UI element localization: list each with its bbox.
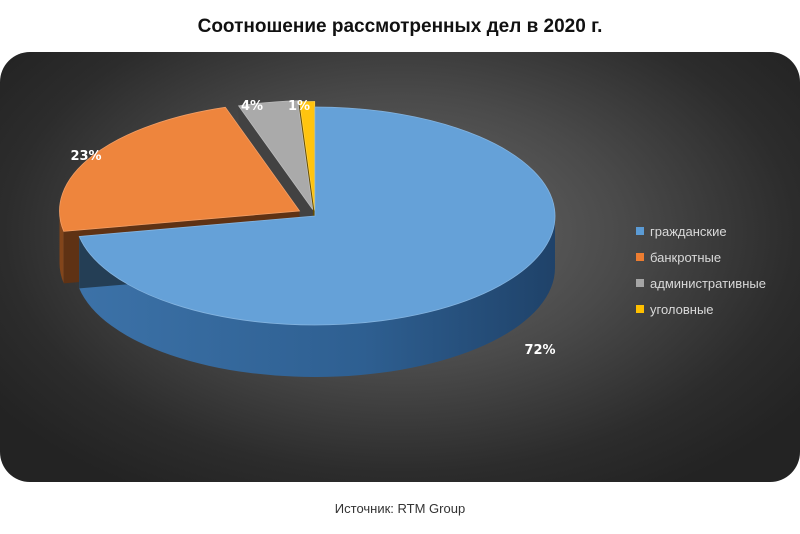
legend-swatch: [636, 305, 644, 313]
pie-slice-top: [299, 101, 316, 211]
pie-slice-top: [78, 106, 556, 326]
data-label-банкротные: 23%: [70, 149, 101, 164]
legend-label: банкротные: [650, 249, 722, 265]
legend-swatch: [636, 279, 644, 287]
data-label-административные: 4%: [241, 99, 263, 114]
legend-item-гражданские: гражданские: [636, 218, 766, 244]
chart-title: Соотношение рассмотренных дел в 2020 г.: [197, 16, 603, 37]
legend-label: уголовные: [650, 301, 714, 317]
legend-item-административные: административные: [636, 270, 766, 296]
source-note: Источник: RTM Group: [334, 501, 466, 516]
legend-item-уголовные: уголовные: [636, 296, 766, 322]
legend-label: гражданские: [650, 223, 727, 239]
legend-label: административные: [650, 275, 766, 291]
pie-slice-гражданские: [78, 106, 556, 378]
legend-swatch: [636, 227, 644, 235]
pie-slice-top: [237, 100, 314, 210]
chart-panel: 72% 23% 4% 1% гражданские банкротные админист…: [0, 52, 800, 482]
pie-slice-top: [59, 106, 301, 232]
pie-chart: 72% 23% 4% 1%: [59, 99, 556, 378]
legend-swatch: [636, 253, 644, 261]
legend-item-банкротные: банкротные: [636, 244, 766, 270]
pie-slice-side: [79, 216, 555, 378]
data-label-уголовные: 1%: [288, 99, 310, 114]
chart-legend: гражданские банкротные административные уго…: [636, 218, 766, 322]
data-label-гражданские: 72%: [524, 343, 555, 358]
